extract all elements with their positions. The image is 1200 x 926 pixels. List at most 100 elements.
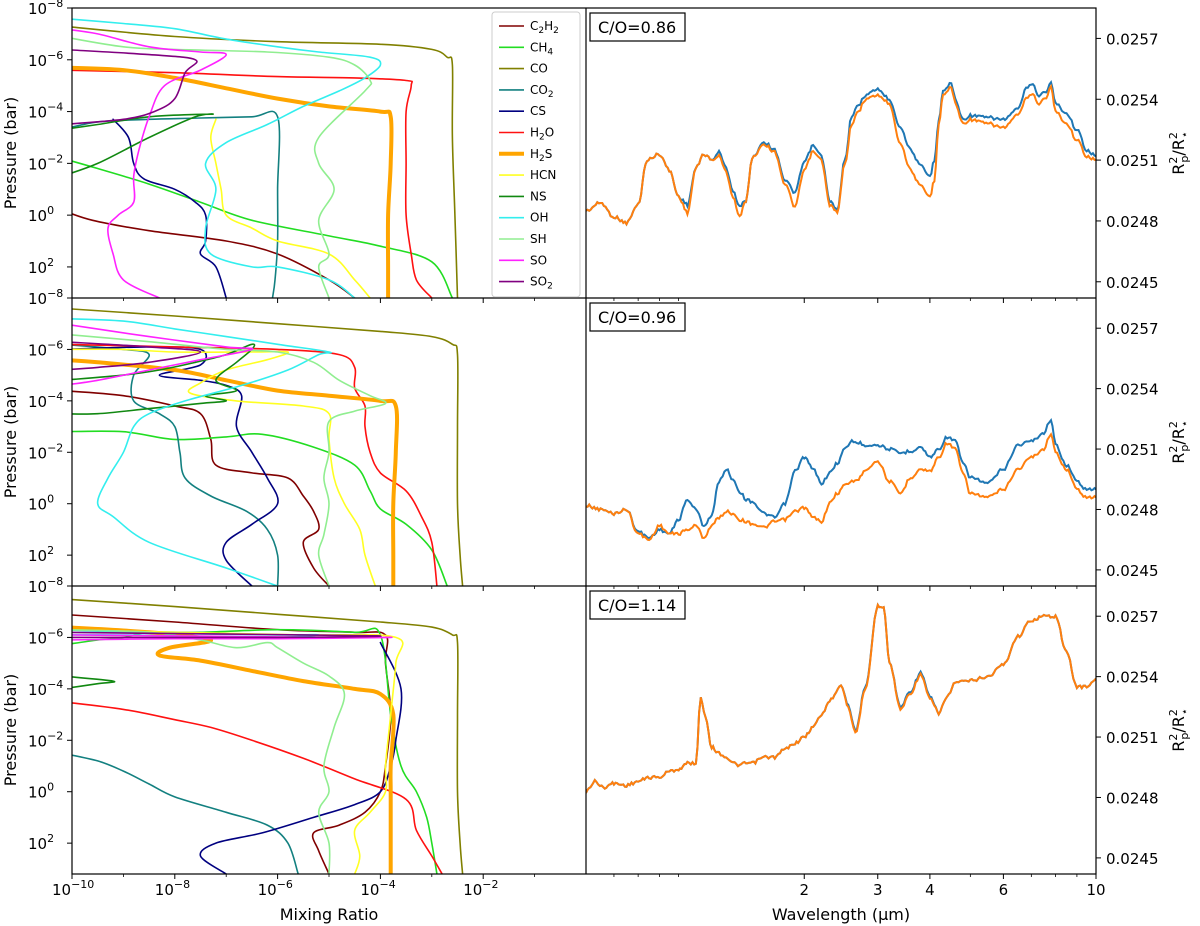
y-tick-label: 100 xyxy=(28,493,54,514)
profile-so-line xyxy=(72,29,227,298)
legend-label-co: CO xyxy=(530,62,548,76)
mixing-ratio-panel-3 xyxy=(72,598,464,874)
right-y-tick-label: 0.0248 xyxy=(1106,213,1159,231)
spectrum-panel-3 xyxy=(586,602,1096,794)
right-y-tick-label: 0.0254 xyxy=(1106,91,1159,109)
legend: C2H2 CH4 CO CO2 CS H2O H2S HCN NS OH SH SO SO2 xyxy=(491,11,581,298)
legend-label-ns: NS xyxy=(530,189,547,203)
y-tick-label: 10−4 xyxy=(28,678,63,699)
y-axis-label: Pressure (bar) xyxy=(1,386,20,498)
profile-co-line xyxy=(72,308,464,586)
mixing-ratio-panel-2 xyxy=(72,308,464,586)
x-tick-label: 10−8 xyxy=(155,878,190,899)
x-tick-label: 10−6 xyxy=(258,878,293,899)
right-y-axis-label: R2p/R2⋆ xyxy=(1167,420,1191,464)
x-tick-label: 10−10 xyxy=(52,878,94,899)
y-tick-label: 102 xyxy=(28,544,54,565)
co-ratio-label: C/O=1.14 xyxy=(598,596,676,615)
co-ratio-box xyxy=(589,302,686,332)
profile-ns-line xyxy=(72,343,256,415)
right-y-tick-label: 0.0251 xyxy=(1106,729,1159,747)
x-tick-label: 2 xyxy=(799,881,809,899)
co-ratio-label: C/O=0.96 xyxy=(598,308,676,327)
profile-so2-line xyxy=(72,341,202,371)
y-tick-label: 10−2 xyxy=(28,441,63,462)
right-y-tick-label: 0.0245 xyxy=(1106,850,1159,868)
x-tick-label: 6 xyxy=(999,881,1009,899)
x-axis-label-left: Mixing Ratio xyxy=(280,905,379,924)
profile-h2o-line xyxy=(72,69,433,298)
x-tick-label: 4 xyxy=(925,881,935,899)
profile-co-line xyxy=(72,598,464,874)
spectrum-orange-line xyxy=(586,432,1096,542)
profile-hcn-line xyxy=(210,118,371,298)
legend-label-sh: SH xyxy=(530,232,547,246)
x-tick-label: 10−4 xyxy=(360,878,395,899)
profile-h2s-line xyxy=(72,625,396,874)
y-tick-label: 10−4 xyxy=(28,101,63,122)
legend-label-c2h2: C2H2 xyxy=(530,19,559,36)
profile-sh-line xyxy=(72,334,387,586)
profile-so2-line xyxy=(72,631,382,639)
y-tick-label: 10−8 xyxy=(28,0,63,18)
y-tick-label: 10−2 xyxy=(28,729,63,750)
legend-label-oh: OH xyxy=(530,211,548,225)
profile-h2s-line xyxy=(72,65,394,298)
legend-label-so: SO xyxy=(530,253,547,267)
spectrum-blue-line xyxy=(586,417,1096,540)
right-y-tick-label: 0.0257 xyxy=(1106,608,1159,626)
right-y-tick-label: 0.0251 xyxy=(1106,441,1159,459)
y-axis-label: Pressure (bar) xyxy=(1,674,20,786)
profile-oh-line xyxy=(72,318,333,586)
x-tick-label: 10 xyxy=(1086,881,1105,899)
legend-label-co2: CO2 xyxy=(530,83,554,100)
right-y-tick-label: 0.0248 xyxy=(1106,501,1159,519)
co-ratio-box xyxy=(589,590,686,620)
y-tick-label: 10−8 xyxy=(28,575,63,596)
figure-frame xyxy=(71,7,1097,875)
right-y-tick-label: 0.0257 xyxy=(1106,30,1159,48)
y-tick-label: 102 xyxy=(28,256,54,277)
profile-so2-line xyxy=(72,49,198,125)
legend-label-h2o: H2O xyxy=(530,126,554,143)
right-y-tick-label: 0.0248 xyxy=(1106,789,1159,807)
y-tick-label: 10−8 xyxy=(28,287,63,308)
right-y-tick-label: 0.0251 xyxy=(1106,152,1159,170)
y-tick-label: 10−6 xyxy=(28,626,63,647)
profile-ns-line xyxy=(72,113,214,174)
y-axis-label: Pressure (bar) xyxy=(1,97,20,209)
right-y-tick-label: 0.0245 xyxy=(1106,274,1159,292)
spectrum-panel-2 xyxy=(586,417,1096,542)
right-y-axis-label: R2p/R2⋆ xyxy=(1167,131,1191,175)
x-tick-label: 3 xyxy=(873,881,883,899)
legend-label-h2s: H2S xyxy=(530,147,552,164)
legend-label-hcn: HCN xyxy=(530,168,556,182)
y-tick-label: 10−6 xyxy=(28,338,63,359)
legend-label-ch4: CH4 xyxy=(530,40,553,57)
y-tick-label: 10−4 xyxy=(28,390,63,411)
profile-ch4-line xyxy=(72,430,448,586)
profile-sh-line xyxy=(72,37,373,298)
profile-h2s-line xyxy=(72,358,400,586)
spectrum-panel-1 xyxy=(586,79,1096,227)
profile-so-line xyxy=(72,324,254,385)
right-y-tick-label: 0.0257 xyxy=(1106,320,1159,338)
right-y-tick-label: 0.0254 xyxy=(1106,381,1159,399)
profile-cs-line xyxy=(72,346,279,586)
y-tick-label: 102 xyxy=(28,832,54,853)
right-y-tick-label: 0.0245 xyxy=(1106,562,1159,580)
y-tick-label: 100 xyxy=(28,204,54,225)
profile-cs-line xyxy=(112,118,227,298)
profile-ns-line xyxy=(72,676,116,689)
profile-cs-line xyxy=(199,641,403,874)
legend-label-so2: SO2 xyxy=(530,275,553,292)
x-axis-label-right: Wavelength (μm) xyxy=(772,905,910,924)
legend-label-cs: CS xyxy=(530,104,546,118)
legend-frame xyxy=(491,11,581,298)
profile-co-line xyxy=(72,26,459,298)
x-tick-label: 10−2 xyxy=(463,878,498,899)
co-ratio-box xyxy=(589,12,686,42)
profile-c2h2-line xyxy=(72,390,330,586)
y-tick-label: 10−6 xyxy=(28,49,63,70)
